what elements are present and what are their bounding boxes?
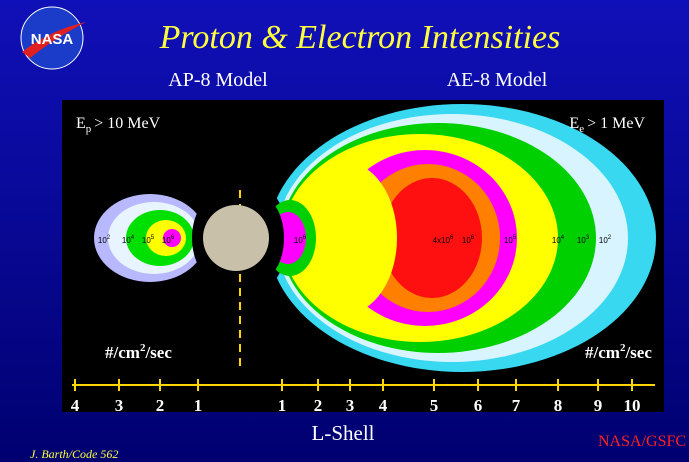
energy-subscript: e: [579, 123, 584, 135]
axis-tick-label: 6: [474, 396, 483, 415]
axis-tick-label: 7: [512, 396, 521, 415]
units-label: #/cm2/sec: [105, 342, 172, 362]
axis-tick-label: 8: [554, 396, 563, 415]
axis-tick-label: 4: [71, 396, 80, 415]
axis-tick-label: 2: [314, 396, 323, 415]
energy-condition: > 1 MeV: [587, 115, 645, 132]
energy-condition: > 10 MeV: [94, 115, 160, 132]
model-label: AP-8 Model: [168, 69, 268, 91]
title: Proton & Electron Intensities: [159, 19, 561, 56]
model-label: AE-8 Model: [447, 69, 548, 91]
axis-tick-label: 10: [624, 396, 641, 415]
axis-tick-label: 3: [346, 396, 355, 415]
units-text: #/cm: [105, 343, 140, 362]
logo-text: NASA: [31, 31, 74, 48]
credit: J. Barth/Code 562: [30, 447, 118, 461]
axis-tick-label: 9: [594, 396, 603, 415]
energy-subscript: p: [86, 123, 92, 135]
energy-symbol: E: [76, 115, 86, 132]
organization: NASA/GSFC: [598, 433, 686, 450]
axis-tick-label: 5: [430, 396, 439, 415]
page: NASA Proton & Electron Intensities AP-8 M…: [0, 0, 689, 462]
axis-title: L-Shell: [312, 421, 375, 445]
axis-tick-label: 3: [115, 396, 124, 415]
units-rest: /sec: [624, 343, 652, 362]
energy-symbol: E: [569, 115, 579, 132]
axis-tick-label: 2: [156, 396, 165, 415]
axis-tick-label: 1: [278, 396, 287, 415]
slide: NASA Proton & Electron Intensities AP-8 M…: [0, 0, 689, 462]
axis-tick-label: 1: [194, 396, 203, 415]
intensity-base: 4x10: [433, 236, 451, 245]
axis-tick-label: 4: [379, 396, 388, 415]
units-rest: /sec: [144, 343, 172, 362]
units-label: #/cm2/sec: [585, 342, 652, 362]
units-text: #/cm: [585, 343, 620, 362]
earth: [203, 205, 269, 271]
